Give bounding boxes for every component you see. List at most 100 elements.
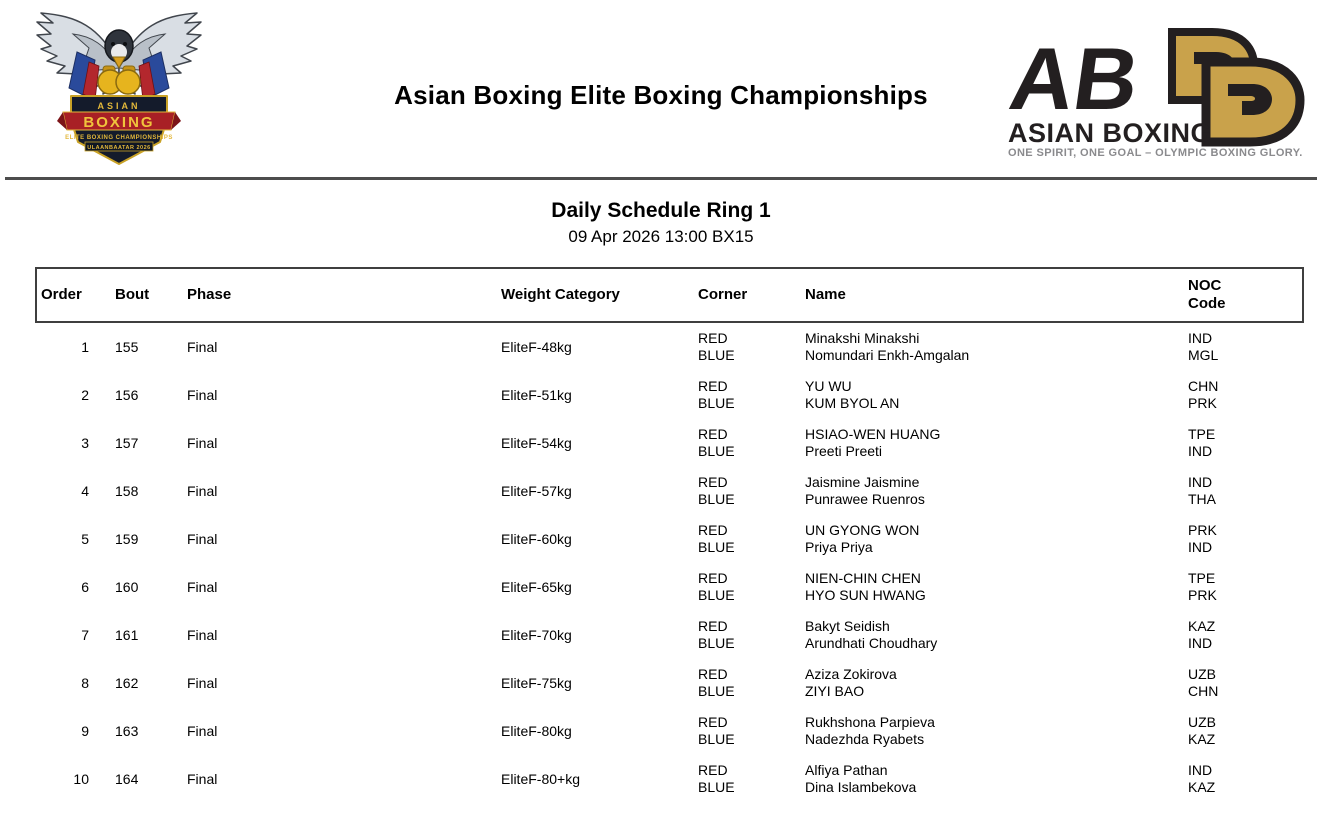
red-boxer-name: Jaismine Jaismine	[805, 474, 920, 490]
corner-blue-label: BLUE	[698, 347, 735, 363]
corner-cell: RED BLUE	[694, 563, 801, 611]
corner-blue-label: BLUE	[698, 635, 735, 651]
bout-row: 6 160 Final EliteF-65kg RED BLUE NIEN-CH…	[36, 563, 1303, 611]
red-boxer-noc: UZB	[1188, 714, 1216, 730]
red-boxer-noc: TPE	[1188, 570, 1216, 586]
noc-cell: UZB KAZ	[1184, 707, 1303, 755]
corner-blue-label: BLUE	[698, 683, 735, 699]
falcon-head-icon	[104, 29, 134, 70]
abd-tagline: ONE SPIRIT, ONE GOAL – OLYMPIC BOXING GL…	[1008, 147, 1303, 159]
noc-cell: UZB CHN	[1184, 659, 1303, 707]
corner-blue-label: BLUE	[698, 539, 735, 555]
noc-cell: KAZ IND	[1184, 611, 1303, 659]
corner-red-label: RED	[698, 378, 728, 394]
phase-cell: Final	[187, 770, 218, 787]
schedule-table-header: Order Bout Phase Weight Category Corner …	[35, 267, 1304, 323]
phase-cell: Final	[187, 338, 218, 355]
noc-cell: IND THA	[1184, 467, 1303, 515]
red-boxer-name: NIEN-CHIN CHEN	[805, 570, 921, 586]
blue-boxer-noc: KAZ	[1188, 731, 1216, 747]
crest-city-year-text: ULAANBAATAR 2026	[87, 145, 150, 151]
red-boxer-name: Alfiya Pathan	[805, 762, 888, 778]
corner-blue-label: BLUE	[698, 587, 735, 603]
schedule-datetime: 09 Apr 2026 13:00 BX15	[568, 227, 754, 246]
blue-boxer-name: Preeti Preeti	[805, 443, 883, 459]
blue-boxer-name: Punrawee Ruenros	[805, 491, 925, 507]
column-header-noc-code: NOC Code	[1184, 267, 1304, 323]
name-cell: UN GYONG WON Priya Priya	[801, 515, 1184, 563]
weight-category-cell: EliteF-70kg	[501, 626, 572, 643]
red-boxer-name: HSIAO-WEN HUANG	[805, 426, 941, 442]
corner-cell: RED BLUE	[694, 515, 801, 563]
noc-cell: CHN PRK	[1184, 371, 1303, 419]
column-header-weight-category: Weight Category	[497, 267, 694, 323]
blue-boxer-name: KUM BYOL AN	[805, 395, 900, 411]
corner-cell: RED BLUE	[694, 322, 801, 371]
red-boxer-name: Minakshi Minakshi	[805, 330, 920, 346]
red-boxer-noc: IND	[1188, 474, 1213, 490]
blue-boxer-noc: IND	[1188, 635, 1213, 651]
page-title: Asian Boxing Elite Boxing Championships	[394, 80, 928, 110]
corner-blue-label: BLUE	[698, 395, 735, 411]
corner-red-label: RED	[698, 666, 728, 682]
corner-cell: RED BLUE	[694, 419, 801, 467]
boxing-gloves-icon	[97, 65, 141, 95]
order-cell: 3	[81, 434, 89, 451]
name-cell: Bakyt Seidish Arundhati Choudhary	[801, 611, 1184, 659]
phase-cell: Final	[187, 386, 218, 403]
bout-row: 7 161 Final EliteF-70kg RED BLUE Bakyt S…	[36, 611, 1303, 659]
weight-category-cell: EliteF-65kg	[501, 578, 572, 595]
crest-asian-text: ASIAN	[97, 101, 140, 111]
red-boxer-name: YU WU	[805, 378, 852, 394]
phase-cell: Final	[187, 530, 218, 547]
weight-category-cell: EliteF-60kg	[501, 530, 572, 547]
letter-d-glyph	[1168, 28, 1305, 147]
corner-red-label: RED	[698, 474, 728, 490]
weight-category-cell: EliteF-51kg	[501, 386, 572, 403]
red-boxer-name: Rukhshona Parpieva	[805, 714, 935, 730]
bout-cell: 158	[115, 482, 139, 499]
weight-category-cell: EliteF-75kg	[501, 674, 572, 691]
order-cell: 1	[81, 338, 89, 355]
crest-elite-text: ELITE BOXING CHAMPIONSHIPS	[65, 135, 173, 141]
corner-blue-label: BLUE	[698, 491, 735, 507]
bout-cell: 163	[115, 722, 139, 739]
column-header-order: Order	[35, 267, 111, 323]
column-header-phase: Phase	[183, 267, 497, 323]
bout-row: 5 159 Final EliteF-60kg RED BLUE UN GYON…	[36, 515, 1303, 563]
corner-blue-label: BLUE	[698, 731, 735, 747]
red-boxer-noc: TPE	[1188, 426, 1216, 442]
crest-shield: ASIAN BOXING ELITE BOXING CHAMPIONSHIPS …	[57, 95, 181, 165]
corner-cell: RED BLUE	[694, 371, 801, 419]
bout-row: 3 157 Final EliteF-54kg RED BLUE HSIAO-W…	[36, 419, 1303, 467]
bout-row: 4 158 Final EliteF-57kg RED BLUE Jaismin…	[36, 467, 1303, 515]
header-divider	[5, 177, 1317, 180]
blue-boxer-name: Nadezhda Ryabets	[805, 731, 925, 747]
order-cell: 10	[73, 770, 89, 787]
order-cell: 2	[81, 386, 89, 403]
blue-boxer-noc: PRK	[1188, 395, 1217, 411]
blue-boxer-name: HYO SUN HWANG	[805, 587, 926, 603]
red-boxer-noc: IND	[1188, 330, 1213, 346]
noc-cell: IND MGL	[1184, 322, 1303, 371]
corner-blue-label: BLUE	[698, 779, 735, 795]
blue-boxer-noc: KAZ	[1188, 779, 1216, 795]
weight-category-cell: EliteF-80+kg	[501, 770, 580, 787]
abd-asian-boxing-logo: AB ASIAN BOXING ONE SPIRIT, ONE GOAL – O…	[1004, 28, 1305, 159]
name-cell: NIEN-CHIN CHEN HYO SUN HWANG	[801, 563, 1184, 611]
name-cell: HSIAO-WEN HUANG Preeti Preeti	[801, 419, 1184, 467]
order-cell: 6	[81, 578, 89, 595]
corner-blue-label: BLUE	[698, 443, 735, 459]
name-cell: Aziza Zokirova ZIYI BAO	[801, 659, 1184, 707]
corner-cell: RED BLUE	[694, 659, 801, 707]
blue-boxer-noc: CHN	[1188, 683, 1219, 699]
name-cell: Minakshi Minakshi Nomundari Enkh-Amgalan	[801, 322, 1184, 371]
corner-cell: RED BLUE	[694, 755, 801, 803]
corner-cell: RED BLUE	[694, 707, 801, 755]
red-boxer-name: UN GYONG WON	[805, 522, 920, 538]
bout-cell: 156	[115, 386, 139, 403]
noc-cell: PRK IND	[1184, 515, 1303, 563]
schedule-table: Order Bout Phase Weight Category Corner …	[35, 267, 1304, 803]
bout-row: 8 162 Final EliteF-75kg RED BLUE Aziza Z…	[36, 659, 1303, 707]
